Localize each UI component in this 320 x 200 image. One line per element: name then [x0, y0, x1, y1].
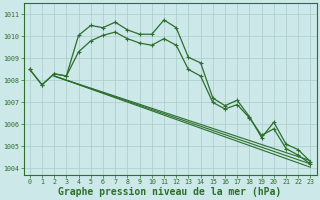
X-axis label: Graphe pression niveau de la mer (hPa): Graphe pression niveau de la mer (hPa) — [59, 186, 282, 197]
